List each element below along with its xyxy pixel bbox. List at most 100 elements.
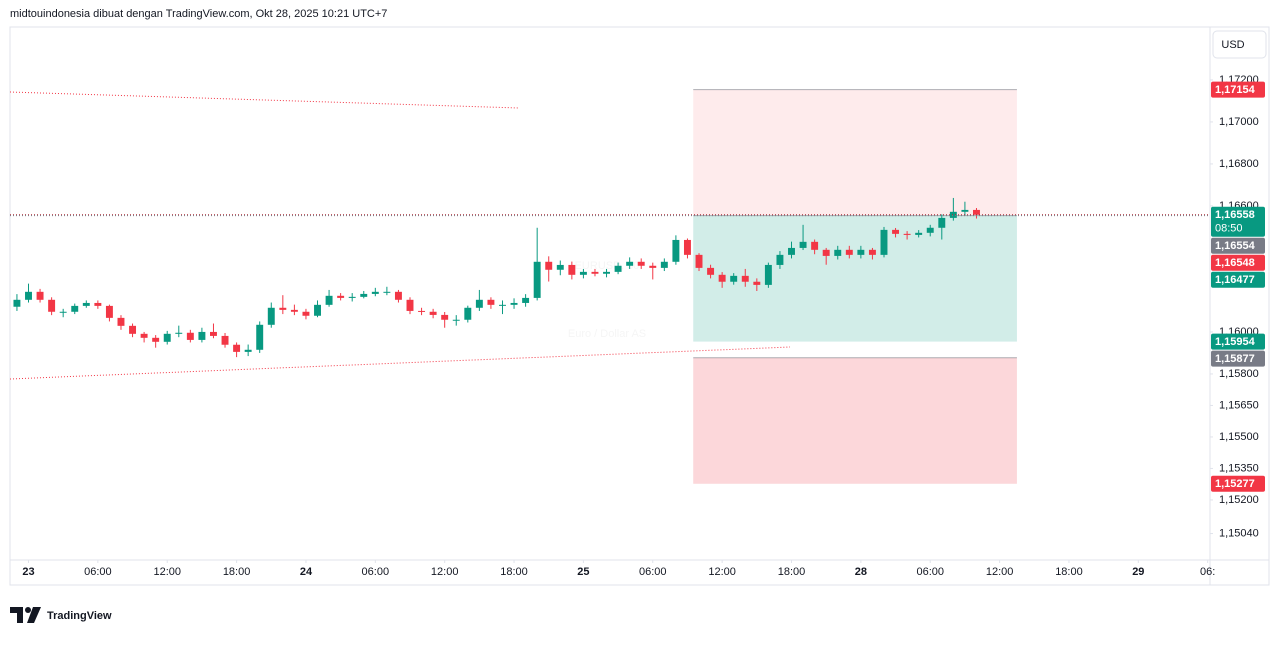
candle-body [13,299,21,307]
x-tick-label: 12:00 [153,566,181,578]
candle-body [522,297,530,303]
x-tick-label: 06:00 [916,566,944,578]
candle-body [788,247,795,255]
position-zones [693,89,1017,484]
candle-body [452,319,460,321]
y-tick-label: 1,15200 [1219,494,1259,506]
x-tick-label: 06:00 [84,566,112,578]
candle-body [429,311,437,315]
candle-body [418,310,426,312]
x-tick-label: 18:00 [223,566,251,578]
x-tick-label: 18:00 [778,566,806,578]
candle-body [290,309,298,312]
candle-body [660,261,668,268]
price-badge [1211,333,1265,350]
price-badge [1211,271,1265,288]
candle-body [499,304,506,306]
candle-body [25,291,32,300]
x-tick-label: 06:00 [639,566,667,578]
watermark-symbol: EURUSD, 30 [575,260,640,272]
x-tick-label: 18:00 [1055,566,1083,578]
candle-body [683,239,691,255]
candle-body [210,331,217,336]
candle-body [637,261,645,266]
candle-body [360,293,368,297]
brand-name: TradingView [47,610,112,622]
currency-label[interactable]: USD [1221,39,1244,51]
y-tick-label: 1,15800 [1219,368,1259,380]
price-badge-label: 1,16548 [1215,257,1255,269]
candle-body [892,229,900,234]
candle-body [140,333,148,338]
countdown-label: 08:50 [1215,223,1243,235]
currency-button[interactable] [1212,30,1267,59]
candle-body [845,249,853,255]
candle-body [244,349,252,352]
candle-body [579,271,587,275]
candle-body [626,261,634,266]
candle-body [129,325,137,334]
watermark-description: Euro / Dollar AS [568,328,646,340]
candle-body [36,291,44,300]
axes: 1,172001,170001,168001,166001,160001,158… [10,74,1265,578]
chart-frame [9,26,1270,586]
price-badge [1211,237,1265,254]
candle-body [707,267,715,275]
candle-body [94,302,102,306]
candle-body [59,311,67,313]
candle-body [868,249,876,255]
candle-body [764,264,772,285]
price-badge-label: 1,15877 [1215,353,1255,365]
candle-body [938,217,946,228]
price-badge-label: 1,16558 [1215,209,1255,221]
candle-body [973,209,980,215]
candle-body [256,324,264,350]
price-badge [1211,81,1265,98]
candle-body [603,271,610,274]
price-badge [1211,475,1265,492]
candle-body [325,295,333,305]
trend-line [9,91,520,109]
x-tick-label: 12:00 [431,566,459,578]
price-badge-label: 1,15954 [1215,336,1256,348]
candles [13,197,980,358]
candle-body [279,307,287,310]
x-tick-label: 06: [1200,566,1215,578]
price-badge-label: 1,17154 [1215,84,1256,96]
candle-body [82,302,90,306]
logo-mark [27,607,41,623]
y-tick-label: 1,15040 [1219,527,1259,539]
price-badge [1211,254,1265,271]
x-tick-label: 25 [577,566,589,578]
candle-body [441,314,449,320]
candle-body [915,232,923,235]
y-tick-label: 1,15500 [1219,431,1259,443]
brand-logo: TradingView [10,607,112,623]
candle-body [926,227,934,233]
candle-body [730,275,738,282]
candle-body [949,211,957,218]
x-tick-label: 12:00 [986,566,1014,578]
candle-body [591,271,599,274]
candle-body [834,249,842,256]
x-tick-label: 23 [22,566,34,578]
candle-body [568,264,576,275]
candle-body [221,335,229,345]
candle-body [718,274,726,282]
candle-body [961,209,969,212]
candle-body [233,344,241,352]
price-badge [1211,206,1265,237]
candle-body [105,305,113,318]
logo-mark [10,607,23,623]
price-badge-label: 1,15277 [1215,478,1255,490]
candle-body [314,304,321,316]
x-tick-label: 24 [300,566,313,578]
candle-body [556,264,564,270]
y-tick-label: 1,17000 [1219,116,1259,128]
price-badge-label: 1,16477 [1215,274,1255,286]
x-tick-label: 06:00 [362,566,390,578]
candle-body [383,291,391,293]
candle-body [163,333,171,342]
